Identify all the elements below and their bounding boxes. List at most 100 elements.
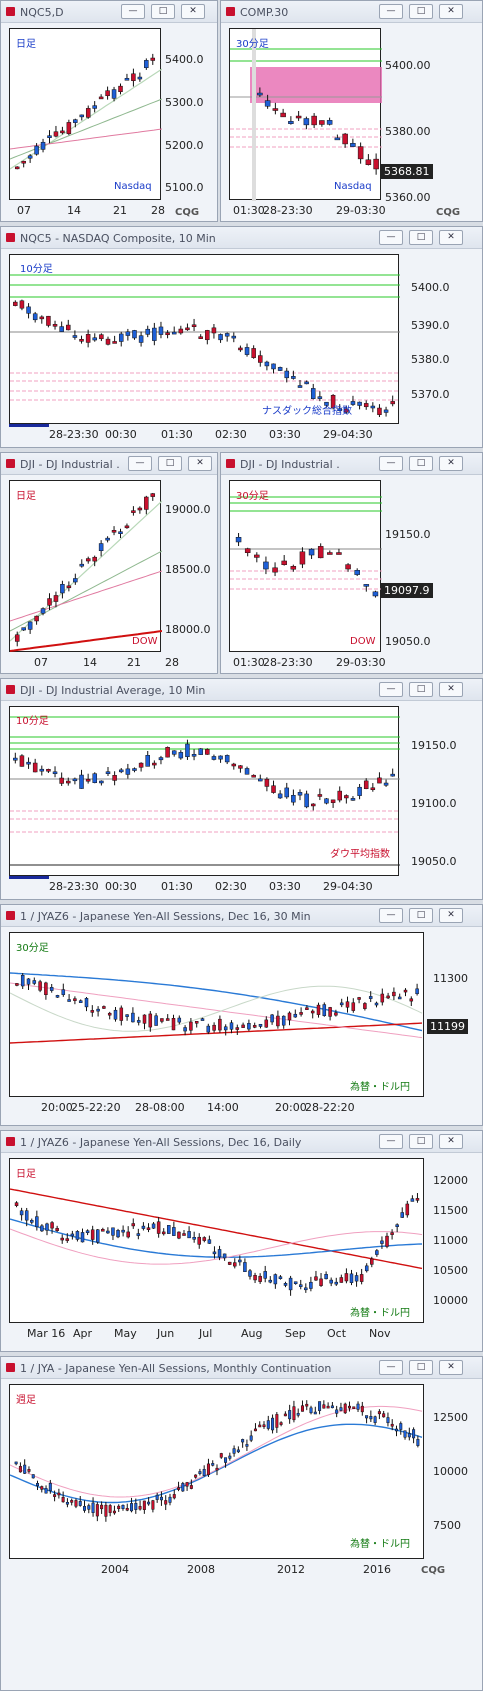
candle-body [60, 1237, 64, 1241]
chart-plot[interactable]: 30分足 DOW [229, 480, 382, 652]
maximize-button[interactable]: □ [158, 456, 182, 471]
candle-body [53, 131, 59, 137]
maximize-button[interactable]: □ [409, 230, 433, 245]
close-button[interactable]: ✕ [439, 456, 463, 471]
x-tick: 07 [17, 204, 31, 217]
title-bar[interactable]: COMP.30 — □ ✕ [221, 1, 482, 23]
x-tick: Oct [327, 1327, 347, 1340]
candle-body [105, 338, 111, 345]
candle-body [145, 328, 150, 335]
x-tick: 02:30 [215, 880, 247, 893]
candle-body [61, 1497, 65, 1503]
minimize-button[interactable]: — [379, 456, 403, 471]
candle-body [350, 143, 356, 147]
candle-body [60, 584, 65, 594]
close-button[interactable]: ✕ [439, 230, 463, 245]
candle-body [73, 119, 78, 123]
x-tick: Jun [157, 1327, 175, 1340]
minimize-button[interactable]: — [379, 1360, 403, 1375]
chart-plot[interactable]: 日足 為替・ドル円 [9, 1158, 424, 1323]
candle-body [392, 991, 396, 997]
title-bar[interactable]: 1 / JYA - Japanese Yen-All Sessions, Mon… [1, 1357, 482, 1379]
minimize-button[interactable]: — [379, 230, 403, 245]
title-bar[interactable]: 1 / JYAZ6 - Japanese Yen-All Sessions, D… [1, 905, 482, 927]
maximize-button[interactable]: □ [409, 908, 433, 923]
candle-body [126, 1231, 130, 1238]
candle-body [191, 324, 197, 327]
candle-body [370, 1258, 374, 1265]
candle-body [345, 564, 351, 570]
candle-body [295, 115, 302, 119]
candle-body [263, 1271, 267, 1279]
candle-body [59, 326, 64, 332]
minimize-button[interactable]: — [379, 4, 403, 19]
chart-plot[interactable]: 10分足 ナスダック総合指数 [9, 254, 400, 424]
candle-body [104, 1504, 108, 1517]
candle-body [131, 73, 136, 81]
maximize-button[interactable]: □ [409, 456, 433, 471]
candle-body [349, 1273, 354, 1283]
minimize-button[interactable]: — [128, 456, 152, 471]
candle-body [284, 787, 290, 798]
chart-plot[interactable]: 30分足 為替・ドル円 [9, 932, 424, 1097]
candle-body [100, 1504, 104, 1510]
close-button[interactable]: ✕ [439, 908, 463, 923]
candle-body [324, 1274, 328, 1280]
title-bar[interactable]: DJI - DJ Industrial ... — □ ✕ [221, 453, 482, 475]
candle-body [264, 361, 270, 367]
moving-average-line [10, 1022, 423, 1044]
candle-body [118, 769, 124, 773]
chart-window-nqc5-daily: NQC5,D — □ ✕ 日足 Nasdaq 5400.0 5300.0 5200.… [0, 0, 218, 222]
minimize-button[interactable]: — [379, 682, 403, 697]
x-tick: 29-04:30 [323, 880, 373, 893]
candle-body [73, 578, 78, 583]
candle-body [90, 1010, 95, 1013]
chart-plot[interactable]: 週足 為替・ドル円 [9, 1384, 424, 1559]
title-bar[interactable]: NQC5 - NASDAQ Composite, 10 Min — □ ✕ [1, 227, 482, 249]
window-title: 1 / JYAZ6 - Japanese Yen-All Sessions, D… [20, 910, 311, 923]
close-button[interactable]: ✕ [439, 682, 463, 697]
x-tick: 29-04:30 [323, 428, 373, 441]
maximize-button[interactable]: □ [409, 1360, 433, 1375]
candle-body [72, 335, 78, 338]
candle-body [416, 1439, 420, 1446]
chart-plot[interactable]: 30分足 Nasdaq [229, 28, 382, 201]
candle-body [35, 1216, 39, 1228]
minimize-button[interactable]: — [379, 1134, 403, 1149]
close-button[interactable]: ✕ [439, 4, 463, 19]
maximize-button[interactable]: □ [409, 4, 433, 19]
chart-plot[interactable]: 日足 Nasdaq [9, 28, 162, 200]
candle-body [177, 1231, 181, 1239]
candle-body [299, 551, 306, 565]
candle-body [117, 1505, 121, 1509]
minimize-button[interactable]: — [121, 4, 145, 19]
candle-body [141, 1225, 146, 1229]
close-button[interactable]: ✕ [181, 4, 205, 19]
close-button[interactable]: ✕ [439, 1134, 463, 1149]
close-button[interactable]: ✕ [439, 1360, 463, 1375]
candle-body [67, 999, 71, 1002]
title-bar[interactable]: NQC5,D — □ ✕ [1, 1, 217, 23]
candle-body [377, 407, 382, 415]
maximize-button[interactable]: □ [409, 682, 433, 697]
chart-plot[interactable]: 10分足 ダウ平均指数 [9, 706, 400, 876]
candle-body [79, 563, 85, 567]
candle-body [238, 765, 243, 769]
candle-body [305, 1007, 309, 1010]
title-bar[interactable]: 1 / JYAZ6 - Japanese Yen-All Sessions, D… [1, 1131, 482, 1153]
cqg-icon [6, 685, 15, 694]
candle-body [207, 1239, 212, 1244]
title-bar[interactable]: DJI - DJ Industrial Average, 10 Min — □ ✕ [1, 679, 482, 701]
close-button[interactable]: ✕ [188, 456, 212, 471]
moving-average-line [10, 1405, 423, 1498]
chart-plot[interactable]: 日足 DOW [9, 480, 162, 652]
candle-body [159, 1496, 163, 1501]
title-bar[interactable]: DJI - DJ Industrial ... — □ ✕ [1, 453, 217, 475]
candle-body [74, 1500, 78, 1507]
minimize-button[interactable]: — [379, 908, 403, 923]
candle-body [357, 997, 361, 1000]
maximize-button[interactable]: □ [409, 1134, 433, 1149]
maximize-button[interactable]: □ [151, 4, 175, 19]
candle-body [156, 1221, 161, 1234]
candle-body [106, 1230, 110, 1234]
